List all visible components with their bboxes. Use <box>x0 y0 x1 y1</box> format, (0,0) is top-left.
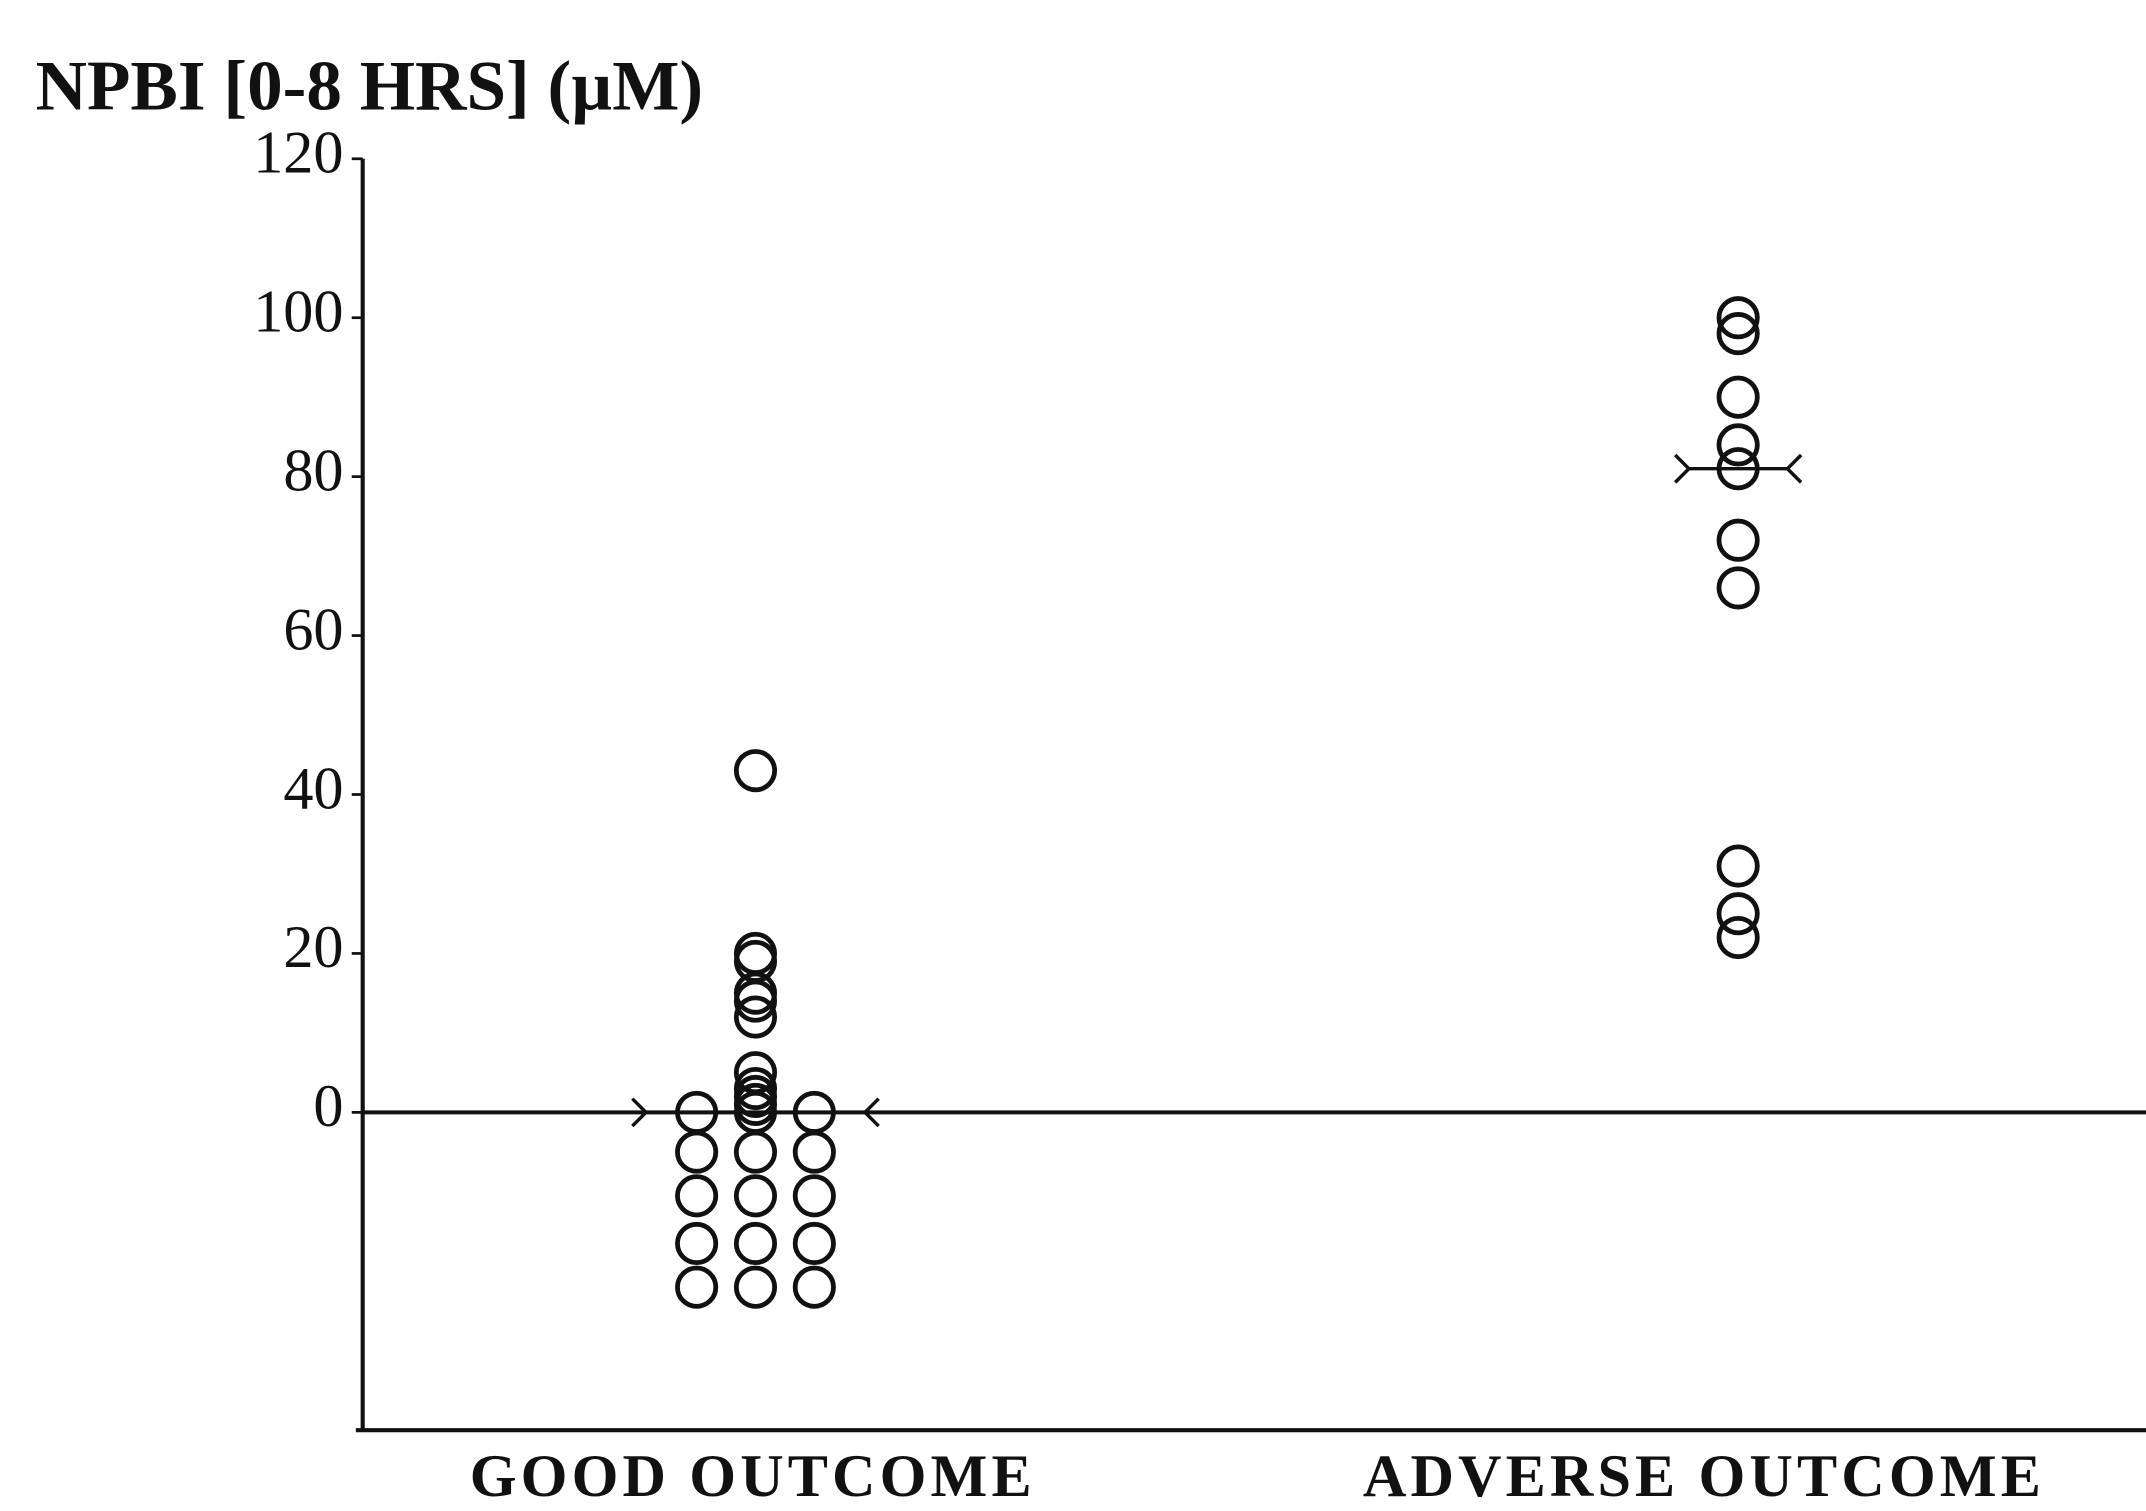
data-point <box>733 1130 778 1174</box>
data-point <box>675 1265 719 1309</box>
chart-title: NPBI [0-8 HRS] (µM) <box>36 47 703 125</box>
data-point <box>733 1174 778 1218</box>
data-point <box>792 1221 836 1266</box>
y-tick-label: 20 <box>283 914 343 981</box>
median-marker <box>631 1097 880 1128</box>
x-tick-label: GOOD OUTCOME <box>470 1443 1036 1510</box>
y-tick-label: 40 <box>283 755 343 822</box>
data-point <box>1716 423 1760 467</box>
data-point <box>733 995 778 1039</box>
data-point <box>733 749 778 793</box>
y-tick-label: 80 <box>283 437 343 504</box>
data-point <box>733 1265 778 1309</box>
data-point <box>1716 312 1760 356</box>
data-point <box>792 1174 836 1218</box>
y-tick-label: 120 <box>253 120 343 187</box>
data-point <box>1716 892 1760 936</box>
data-point <box>675 1130 719 1174</box>
data-point <box>675 1221 719 1266</box>
y-tick-label: 0 <box>313 1073 343 1140</box>
data-point <box>1716 375 1760 419</box>
data-point <box>792 1130 836 1174</box>
data-point <box>733 979 778 1023</box>
data-point <box>675 1174 719 1218</box>
data-point <box>1716 566 1760 610</box>
y-tick-label: 100 <box>253 279 343 346</box>
data-point <box>733 1221 778 1266</box>
data-point <box>1716 915 1760 960</box>
data-point <box>792 1265 836 1309</box>
x-tick-label: ADVERSE OUTCOME <box>1363 1443 2045 1510</box>
y-tick-label: 60 <box>283 596 343 663</box>
data-point <box>1716 518 1760 562</box>
median-marker <box>1673 453 1803 484</box>
data-point <box>1716 844 1760 888</box>
data-point <box>1716 296 1760 340</box>
